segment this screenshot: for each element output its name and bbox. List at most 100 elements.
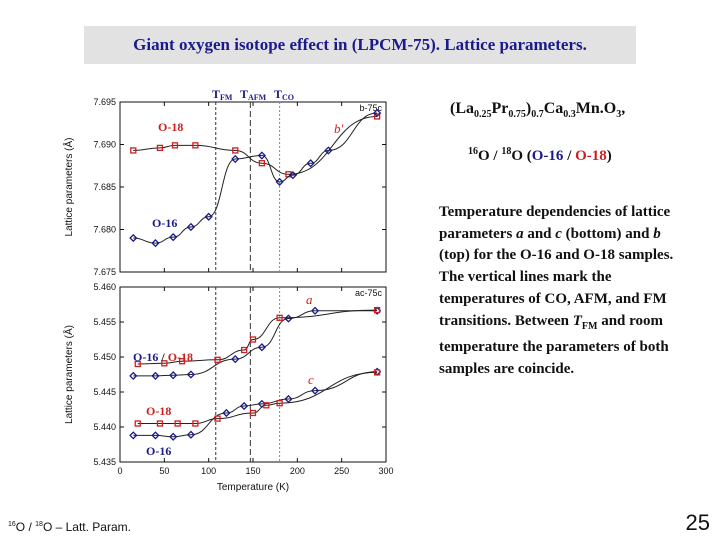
y-tick-label-bottom: 5.450 <box>93 352 116 362</box>
data-point-square <box>130 147 137 154</box>
o18-text: O-18 <box>575 148 607 164</box>
data-point-square <box>174 420 181 427</box>
data-point-diamond <box>204 212 213 221</box>
data-point-diamond <box>275 177 284 187</box>
series-label-o18-top: O-18 <box>158 120 183 134</box>
data-point-diamond <box>240 401 249 411</box>
footer-label: 16O / 18O – Latt. Param. <box>8 520 131 534</box>
isotope-legend: 16O / 18O (O-16 / O-18) <box>468 146 612 164</box>
data-point-diamond <box>306 159 315 168</box>
series-curve <box>133 115 378 175</box>
data-point-square <box>240 346 248 354</box>
description-text: Temperature dependencies of lattice para… <box>439 204 674 377</box>
data-point-diamond <box>129 431 138 440</box>
data-point-diamond <box>257 343 266 352</box>
data-point-diamond <box>151 431 160 440</box>
y-axis-label-bottom: Lattice parameters (Å) <box>62 325 75 424</box>
series-label-o18-bottom: O-18 <box>146 404 171 418</box>
data-point-square <box>171 142 179 149</box>
curve-label-c: c <box>308 372 314 387</box>
data-point-square <box>161 360 168 367</box>
data-point-diamond <box>169 371 178 380</box>
data-point-diamond <box>373 108 382 118</box>
y-tick-label-top: 7.685 <box>93 182 116 192</box>
transition-label: TAFM <box>240 87 267 102</box>
data-point-square <box>156 420 164 427</box>
data-point-square <box>156 144 164 152</box>
data-point-diamond <box>288 170 298 180</box>
series-curve <box>133 112 378 244</box>
y-tick-label-bottom: 5.455 <box>93 317 116 327</box>
chemical-formula: (La0.25Pr0.75)0.7Ca0.3Mn.O3, <box>450 100 626 121</box>
data-point-diamond <box>310 306 320 315</box>
y-tick-label-top: 7.690 <box>93 140 116 150</box>
data-point-square <box>249 409 257 417</box>
y-tick-label-bottom: 5.445 <box>93 387 116 397</box>
data-point-square <box>232 147 239 154</box>
data-point-square <box>249 336 257 343</box>
data-point-square <box>373 306 381 314</box>
x-tick-label: 50 <box>159 466 169 476</box>
x-tick-label: 250 <box>334 466 349 476</box>
y-tick-label-bottom: 5.440 <box>93 422 116 432</box>
data-point-diamond <box>186 430 196 439</box>
series-curve <box>133 310 378 377</box>
x-tick-label: 150 <box>245 466 260 476</box>
data-point-diamond <box>257 151 266 160</box>
series-label-a-pair: O-16 / O-18 <box>133 350 193 364</box>
data-point-diamond <box>284 394 293 404</box>
title-bar: Giant oxygen isotope effect in (LPCM-75)… <box>84 26 636 64</box>
corner-label-top: b-75c <box>359 103 382 113</box>
transition-label: TFM <box>212 87 233 102</box>
x-tick-label: 0 <box>117 466 122 476</box>
transition-label: TCO <box>274 87 294 102</box>
y-tick-label-top: 7.680 <box>93 225 116 235</box>
data-point-diamond <box>151 238 160 248</box>
data-point-square <box>276 400 283 407</box>
data-point-square <box>192 142 199 149</box>
data-point-diamond <box>231 354 240 364</box>
data-point-diamond <box>129 371 138 381</box>
data-point-diamond <box>151 371 160 381</box>
data-point-diamond <box>324 146 333 155</box>
page-number: 25 <box>685 510 710 535</box>
data-point-square <box>373 369 381 376</box>
series-curve <box>137 371 378 424</box>
y-tick-label-top: 7.675 <box>93 267 116 277</box>
corner-label-bottom: ac-75c <box>355 288 383 298</box>
slide-title: Giant oxygen isotope effect in (LPCM-75)… <box>133 35 587 54</box>
series-curve <box>137 309 378 365</box>
data-point-square <box>134 420 141 427</box>
series-curve <box>133 371 378 438</box>
o16-text: O-16 <box>531 148 564 164</box>
series-label-o16-top: O-16 <box>152 216 177 230</box>
data-point-square <box>258 160 266 167</box>
data-point-square <box>134 360 141 368</box>
x-tick-label: 100 <box>201 466 216 476</box>
data-point-diamond <box>186 222 196 232</box>
data-point-diamond <box>169 432 178 441</box>
x-tick-label: 200 <box>290 466 305 476</box>
data-point-square <box>373 113 381 120</box>
data-point-square <box>214 356 221 363</box>
data-point-diamond <box>186 370 196 379</box>
curve-label-b: b' <box>334 121 344 136</box>
x-tick-label: 300 <box>378 466 393 476</box>
data-point-square <box>192 420 199 427</box>
y-axis-label-top: Lattice parameters (Å) <box>62 138 75 237</box>
data-point-square <box>263 402 270 409</box>
y-tick-label-bottom: 5.435 <box>93 457 116 467</box>
curve-label-a: a <box>306 292 313 307</box>
data-point-square <box>178 358 186 365</box>
data-point-diamond <box>231 154 240 164</box>
data-point-square <box>214 415 221 422</box>
data-point-diamond <box>129 233 138 243</box>
data-point-square <box>276 314 283 321</box>
data-point-diamond <box>169 233 178 242</box>
x-axis-label: Temperature (K) <box>217 482 289 493</box>
y-tick-label-top: 7.695 <box>93 97 116 107</box>
data-point-diamond <box>310 386 320 395</box>
series-label-o16-bottom: O-16 <box>146 444 171 458</box>
y-tick-label-bottom: 5.460 <box>93 282 116 292</box>
